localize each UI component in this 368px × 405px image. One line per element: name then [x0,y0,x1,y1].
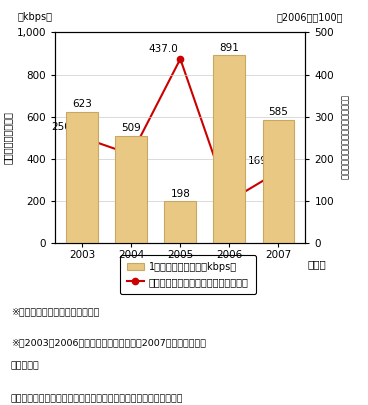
Y-axis label: １社当たり利用容量: １社当たり利用容量 [3,111,13,164]
Legend: 1社当たり利用容量（kbps）, 単位容量当たりの回線利用料（指数）: 1社当たり利用容量（kbps）, 単位容量当たりの回線利用料（指数） [120,255,256,294]
Text: （kbps）: （kbps） [18,12,53,22]
Text: （2006年＝100）: （2006年＝100） [276,12,343,22]
Text: 437.0: 437.0 [148,44,178,54]
Text: 100.0: 100.0 [215,200,244,210]
Text: 623: 623 [72,99,92,109]
Text: （出典）「ユビキタスネットワーク社会の現状に関する調査研究」: （出典）「ユビキタスネットワーク社会の現状に関する調査研究」 [11,394,183,404]
Text: 210.3: 210.3 [116,153,146,164]
Text: 198: 198 [170,189,190,199]
Text: 891: 891 [219,43,239,53]
Text: の数値: の数値 [11,362,40,371]
Text: ※　主要通信事業者の加重平均値: ※ 主要通信事業者の加重平均値 [11,307,99,316]
Text: （年）: （年） [308,259,327,269]
Text: 250.7: 250.7 [52,122,81,132]
Text: 169.7: 169.7 [248,156,278,166]
Y-axis label: 単位容量当たりの回線利用料（指数）: 単位容量当たりの回線利用料（指数） [339,95,348,180]
Text: 509: 509 [121,123,141,133]
Bar [115,136,147,243]
Bar [262,120,294,243]
Bar [66,112,98,243]
Text: ※　2003～2006年はそれぞれ３月時点、2007年のみ１月時点: ※ 2003～2006年はそれぞれ３月時点、2007年のみ１月時点 [11,338,206,347]
Bar [213,55,245,243]
Text: 585: 585 [269,107,289,117]
Bar [164,201,196,243]
